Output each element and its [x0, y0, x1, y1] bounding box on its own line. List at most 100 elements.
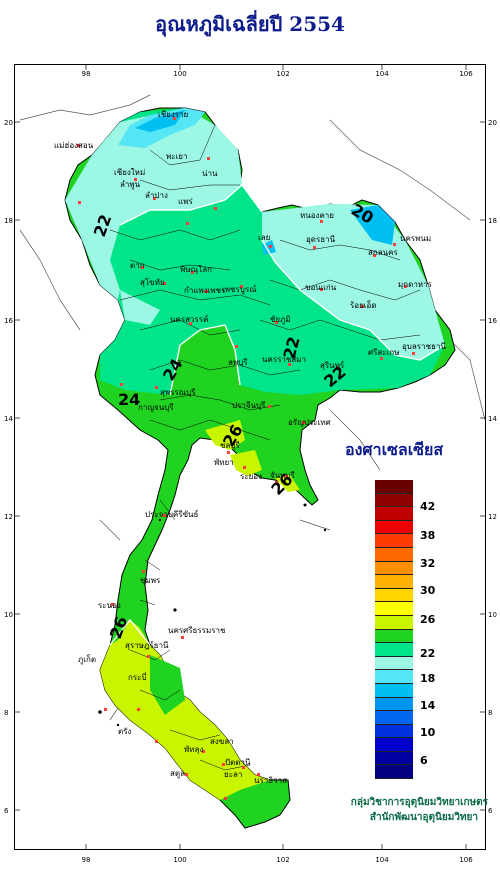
- province-label: สตูล: [170, 769, 185, 779]
- province-label: น่าน: [202, 169, 218, 178]
- province-label: ระยอง: [240, 472, 262, 481]
- province-label: ลำปาง: [145, 191, 168, 200]
- legend-swatch: [375, 670, 413, 684]
- province-label: สุพรรณบุรี: [160, 388, 196, 397]
- credit-line-2: สำนักพัฒนาอุตุนิยมวิทยา: [369, 812, 478, 823]
- legend-swatch: [375, 697, 413, 712]
- lat-label-left: 10: [4, 611, 13, 619]
- legend-swatch: [375, 602, 413, 616]
- unit-label: องศาเซลเซียส: [345, 440, 444, 459]
- province-label: เพชรบูรณ์: [222, 284, 257, 295]
- lat-label-right: 18: [488, 217, 497, 225]
- contour-label: 24: [118, 390, 140, 409]
- province-label: พิษณุโลก: [180, 264, 212, 274]
- legend-swatch: [375, 738, 413, 752]
- lon-label-top: 100: [173, 70, 186, 78]
- lon-label-top: 102: [276, 70, 289, 78]
- legend-swatch: [375, 751, 413, 766]
- legend-label: 42: [420, 500, 436, 513]
- legend-swatch: [375, 561, 413, 576]
- province-label: นครศรีธรรมราช: [168, 626, 226, 635]
- province-label: กระบี่: [128, 671, 147, 682]
- province-label: ชัยภูมิ: [270, 315, 291, 325]
- legend-label: 38: [420, 529, 436, 542]
- province-label: ตาก: [130, 261, 145, 270]
- province-label: สงขลา: [210, 737, 234, 746]
- zone-warm-gulf: [205, 420, 245, 450]
- legend-swatch: [375, 643, 413, 657]
- province-label: ชุมพร: [140, 576, 161, 585]
- province-label: ตรัง: [118, 727, 131, 736]
- legend-swatch: [375, 588, 413, 603]
- zone-cold-nongkhai: [350, 205, 395, 245]
- lon-label-bottom: 98: [82, 856, 91, 864]
- province-label: นครสวรรค์: [170, 314, 208, 324]
- legend-swatch: [375, 575, 413, 589]
- lat-label-right: 8: [488, 709, 492, 717]
- longitude-labels-top: 98 100 102 104 106: [82, 70, 474, 78]
- lon-label-top: 98: [82, 70, 91, 78]
- islands: [98, 503, 327, 727]
- legend-swatch: [375, 480, 413, 494]
- zone-cold-west: [120, 290, 160, 325]
- lat-label-left: 8: [4, 709, 8, 717]
- lon-label-bottom: 102: [276, 856, 289, 864]
- station-markers: [77, 117, 415, 800]
- province-label: นครพนม: [400, 234, 431, 243]
- province-label: อรัญประเทศ: [288, 418, 331, 427]
- lon-label-bottom: 104: [375, 856, 389, 864]
- lon-label-top: 106: [459, 70, 473, 78]
- lat-label-right: 12: [488, 513, 497, 521]
- legend-swatch: [375, 683, 413, 698]
- province-label: ศรีสะเกษ: [368, 348, 399, 357]
- credit-line-1: กลุ่มวิชาการอุตุนิยมวิทยาเกษตร: [350, 797, 488, 808]
- province-label: ระนอง: [98, 601, 121, 610]
- lat-label-left: 14: [4, 415, 13, 423]
- legend-swatch: [375, 547, 413, 562]
- province-label: พัทยา: [214, 458, 234, 467]
- province-label: ยะลา: [224, 770, 242, 779]
- map-title: อุณหภูมิเฉลี่ยปี 2554: [155, 12, 345, 36]
- lat-label-right: 6: [488, 807, 493, 815]
- legend-swatch: [375, 534, 413, 548]
- latitude-labels-left: 20 18 16 14 12 10 8 6: [4, 119, 13, 815]
- legend-label: 30: [420, 584, 436, 597]
- province-label: นราธิวาส: [254, 776, 287, 785]
- province-label: สุโขทัย: [140, 277, 165, 287]
- legend-label: 22: [420, 647, 436, 660]
- province-label: ลพบุรี: [228, 358, 248, 367]
- province-label: ขอนแก่น: [305, 283, 337, 292]
- lat-label-right: 14: [488, 415, 497, 423]
- province-borders: [109, 124, 421, 771]
- lat-label-left: 12: [4, 513, 13, 521]
- lat-label-right: 10: [488, 611, 497, 619]
- zone-warm-chanthaburi: [275, 475, 300, 492]
- province-label: ลำพูน: [120, 180, 141, 190]
- legend-label: 26: [420, 613, 436, 626]
- legend-label: 18: [420, 672, 436, 685]
- legend-label: 14: [420, 699, 436, 712]
- map-frame: [14, 64, 486, 850]
- province-label: แม่ฮ่องสอน: [54, 141, 94, 150]
- graticule-ticks: [14, 64, 486, 850]
- province-label: ภูเก็ต: [78, 654, 96, 665]
- legend-label: 6: [420, 754, 428, 767]
- zone-warm-south: [100, 620, 270, 800]
- legend-swatch: [375, 711, 413, 725]
- province-label: ร้อยเอ็ด: [350, 300, 377, 310]
- lat-label-right: 20: [488, 119, 497, 127]
- province-label: ปัตตานี: [225, 758, 251, 767]
- lat-label-left: 16: [4, 317, 13, 325]
- province-label: แพร่: [178, 197, 193, 206]
- legend-swatch: [375, 615, 413, 630]
- province-label: อุดรธานี: [306, 235, 336, 244]
- province-label: นครราชสีมา: [262, 355, 306, 364]
- province-label: ปราจีนบุรี: [232, 401, 266, 410]
- province-label: เลย: [258, 233, 270, 242]
- legend-swatch: [375, 629, 413, 644]
- lat-label-right: 16: [488, 317, 497, 325]
- province-label: จันทบุรี: [270, 471, 296, 480]
- zone-cold-north: [65, 108, 242, 300]
- isotherms: [109, 183, 446, 646]
- color-legend: [375, 480, 413, 780]
